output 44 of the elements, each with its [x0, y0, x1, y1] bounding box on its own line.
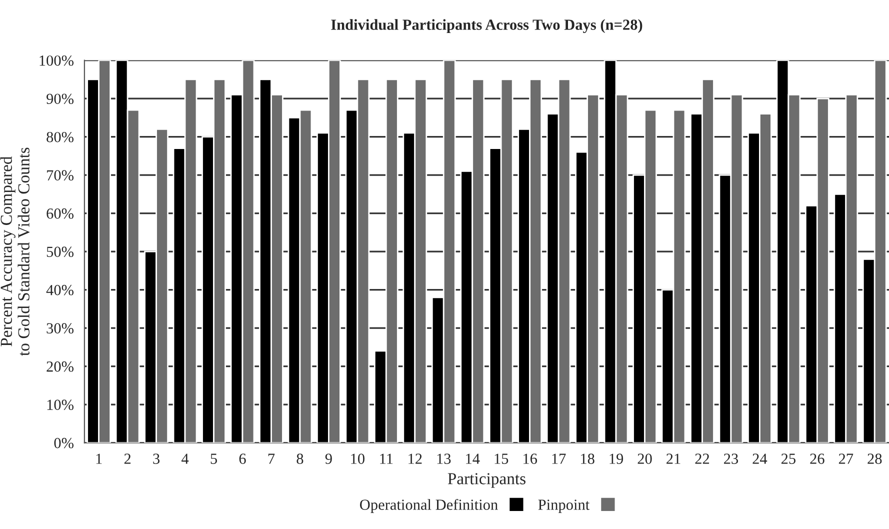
y-tick-label: 80% [46, 132, 74, 142]
x-tick-label: 22 [695, 454, 710, 464]
x-tick-label: 10 [351, 454, 364, 464]
x-tick-label: 18 [581, 454, 594, 464]
x-tick-label: 12 [408, 454, 422, 464]
x-tick-label: 23 [724, 454, 738, 464]
chart-title: Individual Participants Across Two Days (n=28) [331, 19, 642, 34]
x-tick-label: 17 [552, 454, 566, 464]
x-tick-label: 13 [437, 454, 451, 464]
x-tick-label: 7 [268, 454, 275, 464]
x-tick-label: 11 [380, 454, 393, 464]
x-tick-label: 6 [239, 454, 246, 464]
y-axis-title: Percent Accuracy Compared to Gold Standard Video Counts [0, 148, 30, 356]
y-tick-label: 60% [46, 208, 74, 219]
x-tick-label: 24 [752, 454, 768, 464]
x-tick-label: 25 [781, 454, 796, 464]
y-tick-label: 70% [47, 170, 74, 181]
y-tick-label: 10% [47, 400, 74, 410]
y-tick-label: 90% [46, 94, 74, 104]
x-tick-label: 21 [666, 454, 680, 464]
y-tick-label: 40% [46, 284, 74, 296]
x-tick-label: 26 [810, 454, 824, 464]
x-tick-label: 15 [494, 454, 508, 464]
x-tick-label: 2 [124, 454, 131, 464]
x-tick-label: 5 [210, 454, 217, 464]
y-tick-label: 50% [46, 246, 74, 258]
x-tick-label: 28 [868, 454, 882, 464]
x-tick-label: 9 [325, 454, 332, 464]
x-tick-label: 14 [466, 454, 480, 464]
x-tick-label: 20 [638, 454, 652, 464]
legend-label: Pinpoint [538, 500, 590, 513]
legend-label: Operational Definition [360, 498, 498, 513]
x-tick-label: 16 [524, 454, 538, 464]
y-tick-label: 0% [54, 438, 74, 448]
y-tick-label: 100% [40, 55, 74, 66]
x-tick-label: 4 [182, 454, 189, 464]
x-axis-title: Participants [448, 473, 526, 488]
x-tick-label: 1 [96, 454, 102, 464]
x-tick-label: 19 [610, 454, 624, 464]
y-tick-label: 30% [46, 323, 74, 334]
x-tick-label: 3 [153, 454, 160, 464]
x-tick-label: 8 [296, 454, 304, 464]
y-tick-label: 20% [46, 361, 74, 372]
x-tick-label: 27 [838, 454, 854, 464]
